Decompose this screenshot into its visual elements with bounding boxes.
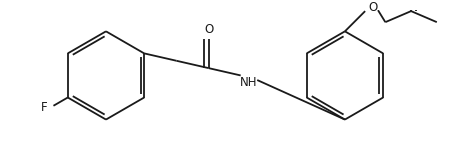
Text: NH: NH <box>240 76 258 89</box>
Text: F: F <box>41 101 47 114</box>
Text: O: O <box>369 1 378 14</box>
Text: O: O <box>205 23 214 36</box>
